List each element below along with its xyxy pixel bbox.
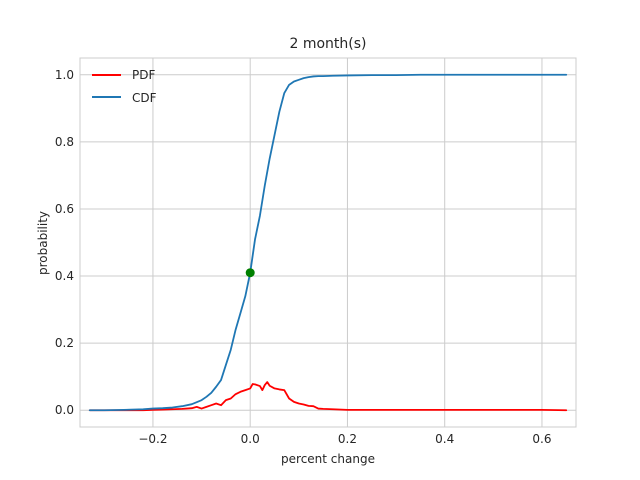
x-tick-label: 0.0 xyxy=(241,432,260,446)
legend: PDF CDF xyxy=(92,68,157,105)
y-tick-label: 0.0 xyxy=(55,403,74,417)
series-line-pdf xyxy=(88,381,568,412)
x-tick-label: 0.4 xyxy=(435,432,454,446)
ticks: −0.2 0.0 0.2 0.4 0.6 0.0 0.2 0.4 0.6 0.8 1.0 xyxy=(55,68,552,446)
marker-point xyxy=(245,268,255,278)
y-tick-label: 1.0 xyxy=(55,68,74,82)
series-line-cdf xyxy=(88,73,568,412)
chart-title: 2 month(s) xyxy=(289,36,366,52)
series-layer xyxy=(88,73,568,412)
x-tick-label: 0.6 xyxy=(532,432,551,446)
x-tick-label: −0.2 xyxy=(138,432,167,446)
y-tick-label: 0.8 xyxy=(55,135,74,149)
y-tick-label: 0.6 xyxy=(55,202,74,216)
y-tick-label: 0.2 xyxy=(55,336,74,350)
y-axis-label: probability xyxy=(36,211,50,275)
y-tick-label: 0.4 xyxy=(55,269,74,283)
legend-label-cdf: CDF xyxy=(132,91,157,105)
legend-label-pdf: PDF xyxy=(132,68,155,82)
x-tick-label: 0.2 xyxy=(338,432,357,446)
plot-area xyxy=(79,57,577,428)
x-axis-label: percent change xyxy=(281,452,375,466)
